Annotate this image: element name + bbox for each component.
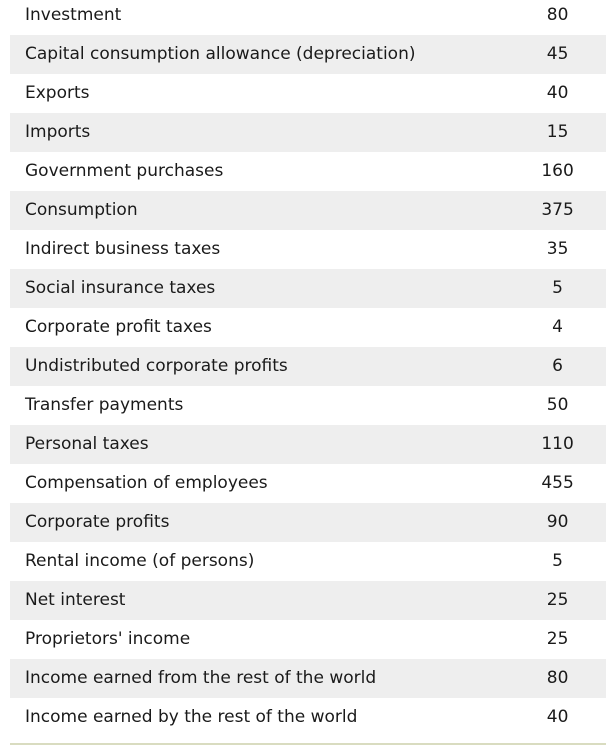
row-label: Capital consumption allowance (depreciat…: [25, 44, 416, 64]
row-label: Proprietors' income: [25, 629, 191, 649]
row-value: 80: [546, 5, 569, 25]
table-bottom-divider: [10, 743, 606, 745]
table-row: Proprietors' income 25: [10, 620, 606, 659]
table-row: Investment 80: [10, 0, 606, 35]
data-table: Investment 80 Capital consumption allowa…: [10, 0, 606, 737]
row-value: 40: [546, 707, 569, 727]
row-label: Corporate profits: [25, 512, 170, 532]
row-label: Consumption: [25, 200, 138, 220]
table-row: Corporate profit taxes 4: [10, 308, 606, 347]
table-body: Investment 80 Capital consumption allowa…: [10, 0, 606, 737]
table-row: Personal taxes 110: [10, 425, 606, 464]
row-label: Investment: [25, 5, 122, 25]
row-label: Imports: [25, 122, 91, 142]
row-label: Undistributed corporate profits: [25, 356, 288, 376]
table-row: Compensation of employees 455: [10, 464, 606, 503]
row-value: 40: [546, 83, 569, 103]
row-value: 50: [546, 395, 569, 415]
row-label: Income earned from the rest of the world: [25, 668, 377, 688]
table-row: Transfer payments 50: [10, 386, 606, 425]
table-row: Exports 40: [10, 74, 606, 113]
row-value: 6: [552, 356, 563, 376]
row-value: 35: [546, 239, 569, 259]
table-row: Income earned by the rest of the world 4…: [10, 698, 606, 737]
row-label: Exports: [25, 83, 90, 103]
row-value: 80: [546, 668, 569, 688]
row-label: Indirect business taxes: [25, 239, 221, 259]
row-value: 25: [546, 590, 569, 610]
national-income-table: Investment 80 Capital consumption allowa…: [10, 0, 606, 737]
row-value: 5: [552, 551, 563, 571]
row-value: 160: [541, 161, 574, 181]
row-value: 15: [546, 122, 569, 142]
table-row: Corporate profits 90: [10, 503, 606, 542]
row-label: Social insurance taxes: [25, 278, 216, 298]
table-row: Consumption 375: [10, 191, 606, 230]
table-row: Government purchases 160: [10, 152, 606, 191]
row-value: 5: [552, 278, 563, 298]
row-value: 4: [552, 317, 563, 337]
table-row: Income earned from the rest of the world…: [10, 659, 606, 698]
row-label: Corporate profit taxes: [25, 317, 212, 337]
table-row: Rental income (of persons) 5: [10, 542, 606, 581]
row-label: Rental income (of persons): [25, 551, 255, 571]
row-value: 455: [541, 473, 574, 493]
row-label: Net interest: [25, 590, 126, 610]
table-row: Social insurance taxes 5: [10, 269, 606, 308]
row-value: 25: [546, 629, 569, 649]
row-label: Income earned by the rest of the world: [25, 707, 358, 727]
table-row: Imports 15: [10, 113, 606, 152]
table-row: Net interest 25: [10, 581, 606, 620]
row-value: 90: [546, 512, 569, 532]
row-value: 110: [541, 434, 574, 454]
row-value: 375: [541, 200, 574, 220]
table-row: Capital consumption allowance (depreciat…: [10, 35, 606, 74]
table-row: Indirect business taxes 35: [10, 230, 606, 269]
row-label: Compensation of employees: [25, 473, 268, 493]
row-label: Government purchases: [25, 161, 224, 181]
table-row: Undistributed corporate profits 6: [10, 347, 606, 386]
row-label: Personal taxes: [25, 434, 149, 454]
row-label: Transfer payments: [25, 395, 184, 415]
row-value: 45: [546, 44, 569, 64]
